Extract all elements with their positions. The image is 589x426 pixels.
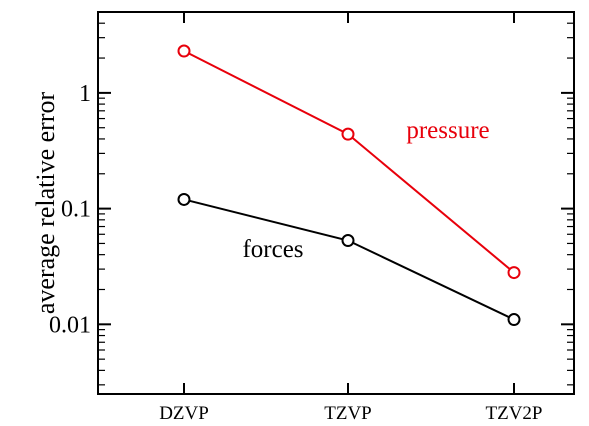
series-point-forces	[341, 234, 355, 248]
plot-frame	[97, 11, 575, 395]
x-tick-label: TZV2P	[486, 403, 543, 424]
series-point-forces	[507, 313, 521, 327]
series-label-forces: forces	[242, 236, 303, 263]
series-layer: pressure forces	[177, 44, 521, 327]
series-label-pressure: pressure	[406, 117, 489, 144]
y-tick-label: 0.01	[49, 312, 91, 338]
series-point-forces	[177, 192, 191, 206]
series-point-pressure	[341, 127, 355, 141]
y-axis: 0.01 0.1 1	[49, 22, 574, 386]
series-line-forces	[183, 198, 515, 321]
y-tick-label: 1	[79, 81, 91, 107]
x-axis: DZVP TZVP TZV2P	[159, 12, 543, 424]
y-axis-label: average relative error	[31, 92, 60, 315]
x-tick-label: DZVP	[159, 403, 209, 424]
x-tick-label: TZVP	[324, 403, 372, 424]
series-point-pressure	[507, 266, 521, 280]
y-tick-label: 0.1	[61, 197, 91, 223]
series-point-pressure	[177, 44, 191, 58]
